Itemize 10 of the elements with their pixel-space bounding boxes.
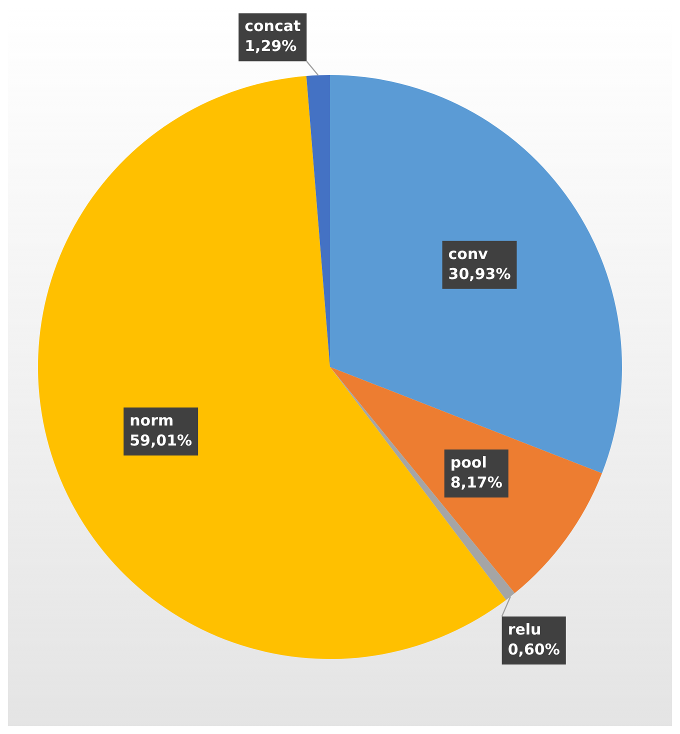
- data-label: 1,29%: [244, 37, 297, 56]
- data-label: 59,01%: [130, 431, 192, 450]
- slice-label: norm: [130, 411, 174, 430]
- slice-label: conv: [448, 244, 488, 263]
- slice-label: concat: [244, 17, 301, 36]
- slice-label: relu: [508, 620, 542, 638]
- data-label: 30,93%: [448, 264, 511, 283]
- data-label: 8,17%: [450, 473, 502, 492]
- data-label: 0,60%: [508, 640, 560, 658]
- slice-label: pool: [450, 453, 487, 472]
